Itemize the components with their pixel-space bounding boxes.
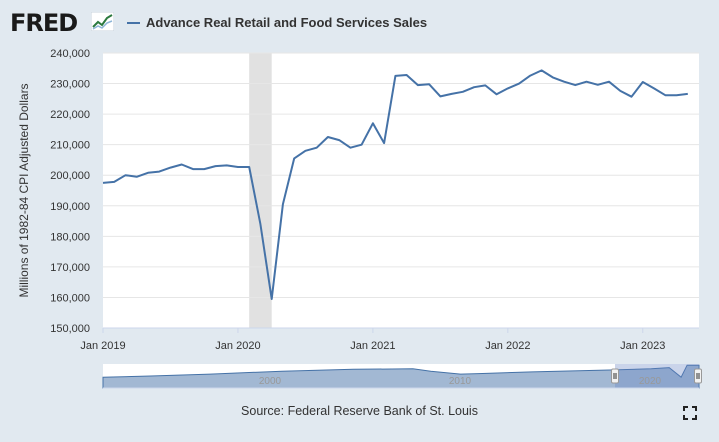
x-tick-label: Jan 2021 bbox=[350, 340, 395, 352]
x-tick-label: Jan 2019 bbox=[80, 340, 125, 352]
y-tick-label: 230,000 bbox=[50, 79, 90, 91]
navigator-tick-label: 2000 bbox=[259, 376, 282, 387]
recession-shading bbox=[249, 53, 272, 328]
fullscreen-icon[interactable] bbox=[683, 406, 697, 420]
y-tick-label: 180,000 bbox=[50, 231, 90, 243]
x-tick-label: Jan 2022 bbox=[485, 340, 530, 352]
source-label: Source: Federal Reserve Bank of St. Loui… bbox=[241, 404, 478, 418]
x-tick-label: Jan 2023 bbox=[620, 340, 665, 352]
line-chart-icon bbox=[91, 12, 114, 31]
chart-legend[interactable]: Advance Real Retail and Food Services Sa… bbox=[127, 15, 427, 30]
y-tick-label: 240,000 bbox=[50, 48, 90, 60]
series-line[interactable] bbox=[102, 69, 688, 300]
legend-swatch bbox=[127, 21, 140, 24]
navigator-tick-label: 2010 bbox=[449, 376, 472, 387]
navigator-handle[interactable] bbox=[611, 368, 619, 384]
y-axis-label: Millions of 1982-84 CPI Adjusted Dollars bbox=[17, 83, 31, 297]
navigator-series bbox=[102, 364, 700, 389]
navigator-selected-range[interactable] bbox=[615, 364, 699, 388]
fred-logo[interactable]: FRED bbox=[10, 9, 78, 37]
y-tick-label: 170,000 bbox=[50, 262, 90, 274]
legend-label: Advance Real Retail and Food Services Sa… bbox=[146, 15, 428, 30]
y-tick-label: 150,000 bbox=[50, 323, 90, 335]
y-tick-label: 210,000 bbox=[50, 140, 90, 152]
y-tick-label: 160,000 bbox=[50, 292, 90, 304]
navigator-handle[interactable] bbox=[694, 368, 702, 384]
navigator-tick-label: 2020 bbox=[639, 376, 662, 387]
plot-area bbox=[103, 53, 699, 328]
y-tick-label: 190,000 bbox=[50, 201, 90, 213]
y-tick-label: 200,000 bbox=[50, 170, 90, 182]
x-tick-label: Jan 2020 bbox=[215, 340, 260, 352]
y-tick-label: 220,000 bbox=[50, 109, 90, 121]
